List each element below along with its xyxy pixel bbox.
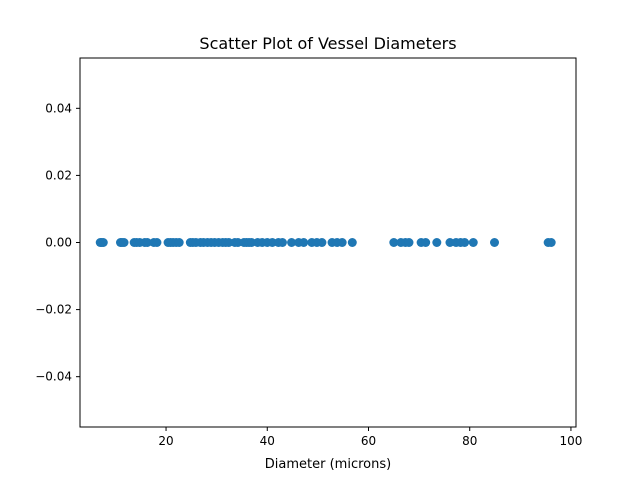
data-point [468, 238, 478, 247]
x-tick-label: 40 [260, 434, 275, 448]
x-axis-ticks: 20 40 60 80 100 [158, 427, 582, 448]
data-point [287, 238, 297, 247]
x-tick-label: 100 [559, 434, 582, 448]
data-point [490, 238, 500, 247]
data-point [337, 238, 347, 247]
data-point [421, 238, 431, 247]
y-tick-label: 0.00 [45, 236, 72, 250]
data-point [432, 238, 442, 247]
points-layer [95, 238, 556, 247]
x-axis-label: Diameter (microns) [265, 457, 391, 472]
x-tick-label: 60 [361, 434, 376, 448]
data-point [98, 238, 108, 247]
data-point [404, 238, 414, 247]
x-tick-label: 20 [158, 434, 173, 448]
data-point [277, 238, 287, 247]
y-tick-label: 0.02 [45, 168, 72, 182]
data-point [119, 238, 129, 247]
y-tick-label: −0.04 [35, 370, 72, 384]
data-point [389, 238, 399, 247]
x-tick-label: 80 [462, 434, 477, 448]
y-axis-ticks: 0.04 0.02 0.00 −0.02 −0.04 [35, 101, 80, 384]
data-point [460, 238, 470, 247]
data-point [152, 238, 162, 247]
data-point [546, 238, 556, 247]
data-point [347, 238, 357, 247]
y-tick-label: 0.04 [45, 101, 72, 115]
data-point [142, 238, 152, 247]
data-point [317, 238, 327, 247]
chart-title: Scatter Plot of Vessel Diameters [199, 34, 456, 53]
data-point [174, 238, 184, 247]
data-point [299, 238, 309, 247]
y-tick-label: −0.02 [35, 303, 72, 317]
